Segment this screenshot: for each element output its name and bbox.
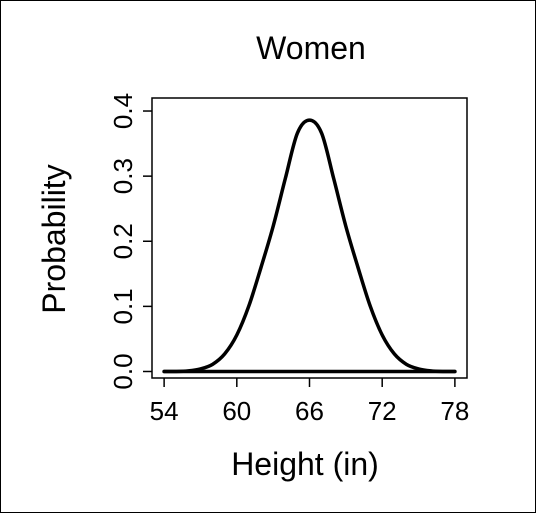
y-tick-label: 0.2 xyxy=(108,223,138,259)
y-axis: 0.0 0.1 0.2 0.3 0.4 xyxy=(108,93,152,390)
x-tick-label: 60 xyxy=(222,396,251,426)
y-tick-label: 0.0 xyxy=(108,353,138,389)
y-tick-label: 0.3 xyxy=(108,158,138,194)
y-tick-label: 0.4 xyxy=(108,93,138,129)
plot-box xyxy=(151,97,468,379)
y-axis-label: Probability xyxy=(36,164,72,313)
x-tick-label: 54 xyxy=(150,396,179,426)
chart-title: Women xyxy=(256,30,366,66)
series-layer xyxy=(162,118,457,374)
x-axis-label: Height (in) xyxy=(231,446,379,482)
x-tick-label: 66 xyxy=(295,396,324,426)
x-tick-label: 78 xyxy=(440,396,469,426)
y-tick-label: 0.1 xyxy=(108,288,138,324)
x-axis: 54 60 66 72 78 xyxy=(150,378,469,426)
x-tick-label: 72 xyxy=(368,396,397,426)
density-curve xyxy=(162,118,457,374)
